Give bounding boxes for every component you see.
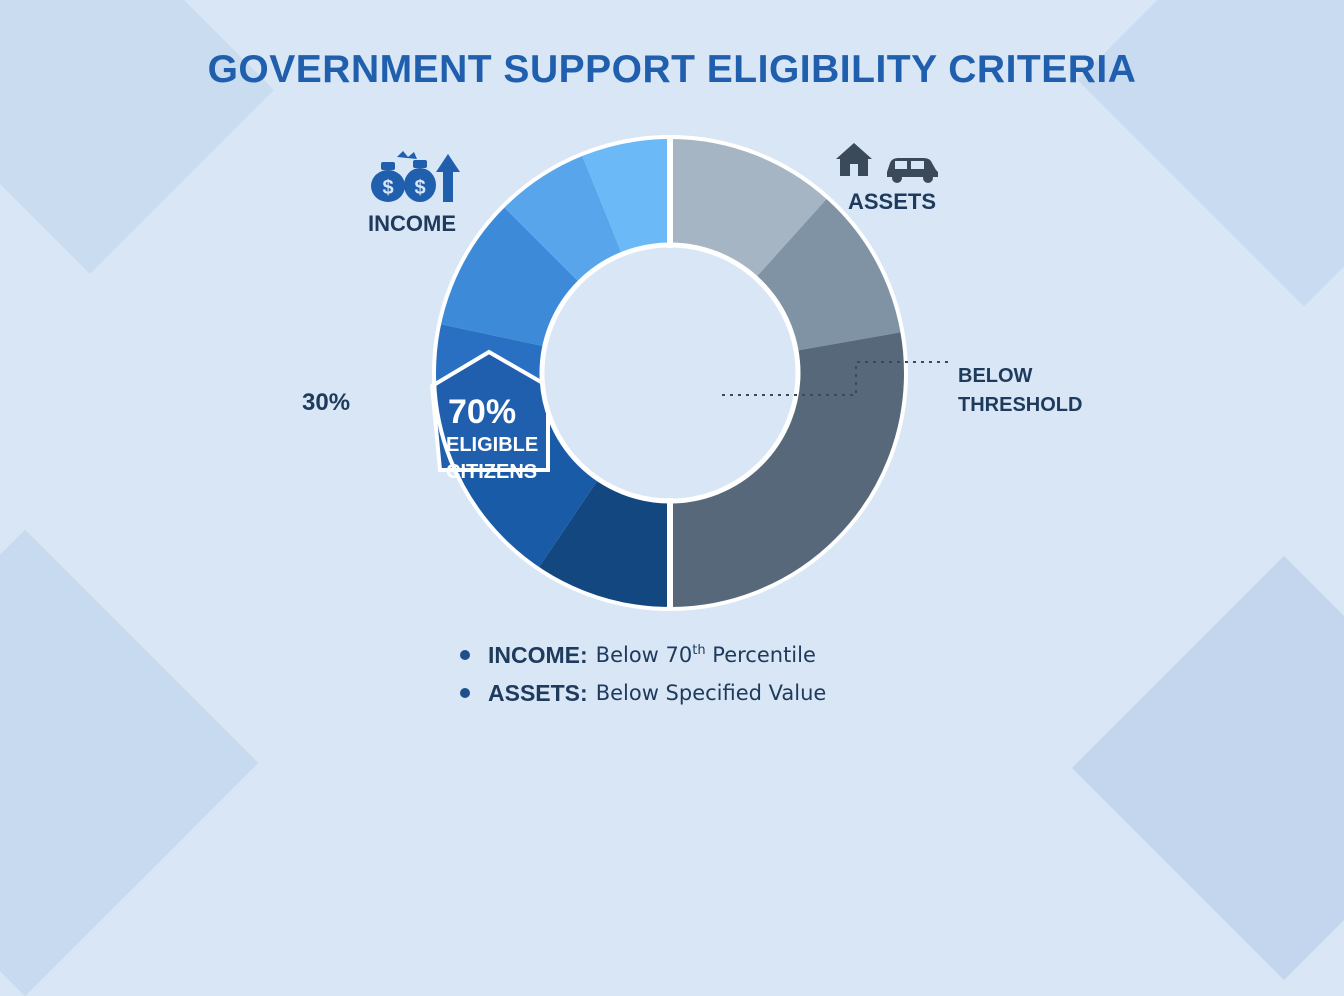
legend-key: INCOME: (488, 641, 588, 668)
bullet-icon (460, 688, 470, 698)
highlight-text: ELIGIBLE CITIZENS (446, 432, 538, 486)
svg-text:$: $ (414, 177, 425, 199)
callout-label: BELOW THRESHOLD (958, 362, 1082, 420)
asset-segment (670, 137, 828, 278)
legend-item-income: INCOME: Below 70th Percentile (460, 636, 826, 674)
asset-segment (670, 332, 906, 609)
legend-value: Below Specified Value (596, 681, 827, 705)
money-bags-up-arrow-icon: $ $ (371, 151, 460, 202)
chart-title: GOVERNMENT SUPPORT ELIGIBILITY CRITERIA (207, 48, 1137, 91)
legend-value: Below 70th Percentile (596, 643, 816, 667)
svg-text:$: $ (382, 177, 393, 199)
house-car-icon (836, 143, 938, 183)
assets-group-label: ASSETS (848, 189, 937, 214)
donut-hole-cover (545, 248, 795, 498)
income-segment (581, 137, 670, 255)
income-group-label: INCOME (368, 211, 456, 236)
callout-line-2: THRESHOLD (958, 394, 1083, 416)
highlight-value: 70% (448, 393, 517, 431)
legend-item-assets: ASSETS: Below Specified Value (460, 674, 826, 712)
legend: INCOME: Below 70th Percentile ASSETS: Be… (460, 636, 826, 712)
legend-key: ASSETS: (488, 679, 588, 706)
legend-text: Below Specified Value (595, 681, 827, 705)
asset-segment (755, 197, 903, 351)
legend-sup: th (692, 643, 706, 658)
highlight-text-line-1: ELIGIBLE (446, 434, 539, 456)
legend-suffix: Percentile (705, 643, 816, 667)
callout-line (722, 361, 950, 396)
outside-value-label: 30% (302, 389, 351, 416)
highlight-segment (429, 349, 550, 472)
callout-line-1: BELOW (958, 365, 1033, 387)
donut-chart: $ $ (371, 135, 950, 611)
income-segment (503, 154, 623, 283)
legend-text: Below 70 (595, 643, 693, 667)
highlight-text-line-2: CITIZENS (446, 461, 538, 483)
bullet-icon (460, 650, 470, 660)
income-segment (538, 479, 670, 609)
